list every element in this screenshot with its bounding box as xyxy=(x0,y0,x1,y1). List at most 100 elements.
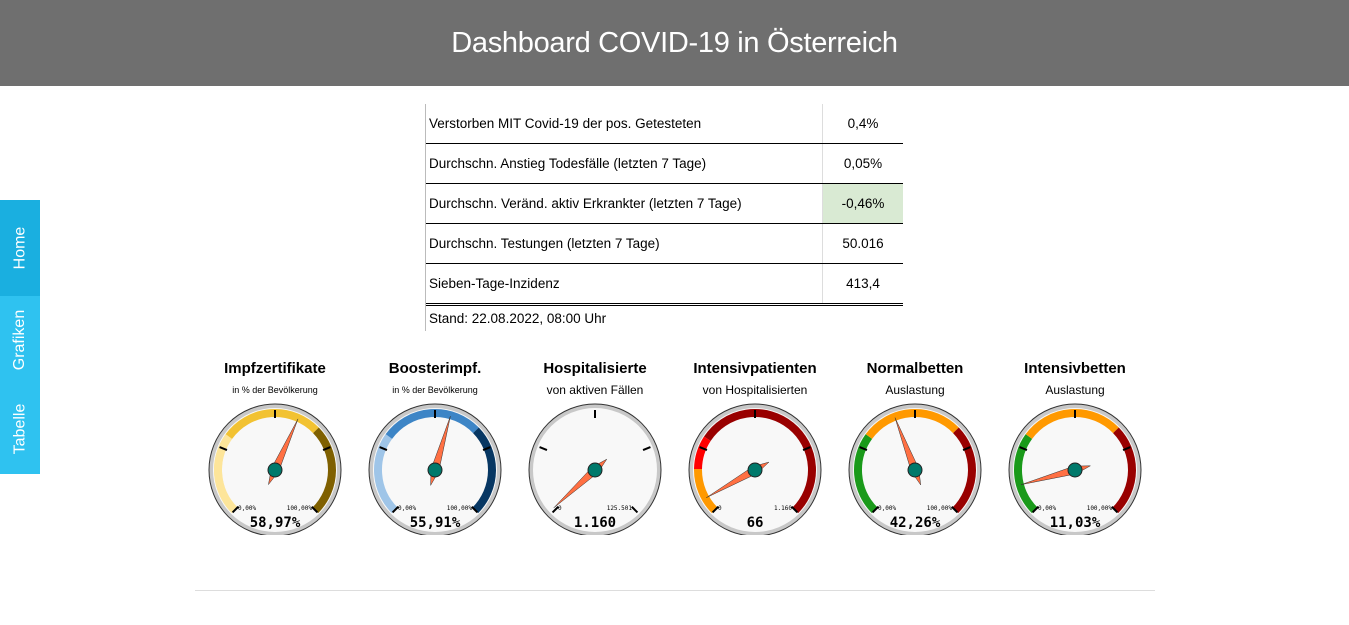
gauge-tick xyxy=(791,506,799,514)
table-row: Durchschn. Veränd. aktiv Erkrankter (let… xyxy=(426,184,903,224)
gauge-hospitalisierte: Hospitalisierte von aktiven Fällen 0 125.50… xyxy=(515,360,675,540)
gauge-band xyxy=(694,436,711,470)
gauge-tick xyxy=(1111,506,1119,514)
row-value: 0,05% xyxy=(822,144,903,183)
header: Dashboard COVID-19 in Österreich xyxy=(0,0,1349,86)
divider xyxy=(195,590,1155,591)
gauge-title: Normalbetten xyxy=(866,360,964,377)
gauge-tick xyxy=(482,446,491,452)
gauge-value: 55,91% xyxy=(410,515,461,531)
gauge-dial: 0 1.160 66 xyxy=(688,403,822,537)
gauge-tick xyxy=(1031,506,1039,514)
gauge-tick xyxy=(471,506,479,514)
gauge-max-label: 125.501 xyxy=(607,505,633,512)
gauge-max-label: 1.160 xyxy=(774,505,792,512)
gauge-dial: 0,00% 100,00% 11,03% xyxy=(1008,403,1142,537)
gauge-tick xyxy=(951,506,959,514)
gauge-value: 42,26% xyxy=(890,515,941,531)
gauge-tick xyxy=(322,446,331,452)
gauge-title: Intensivbetten xyxy=(1024,360,1126,377)
gauge-subtitle: Auslastung xyxy=(885,383,945,397)
gauge-title: Intensivpatienten xyxy=(693,360,817,377)
row-label: Durchschn. Veränd. aktiv Erkrankter (let… xyxy=(429,196,742,211)
gauge-band xyxy=(1025,409,1119,439)
gauge-tick xyxy=(802,446,811,452)
gauge-title: Hospitalisierte xyxy=(543,360,647,377)
table-row: Durchschn. Testungen (letzten 7 Tage) 50.… xyxy=(426,224,903,264)
table-row: Verstorben MIT Covid-19 der pos. Geteste… xyxy=(426,104,903,144)
gauge-title: Boosterimpf. xyxy=(388,360,482,377)
gauge-tick xyxy=(379,446,388,452)
gauge-band xyxy=(854,434,878,514)
row-label: Verstorben MIT Covid-19 der pos. Geteste… xyxy=(429,116,702,131)
stand-timestamp: Stand: 22.08.2022, 08:00 Uhr xyxy=(429,311,607,326)
gauge-tick xyxy=(391,506,399,514)
gauge-min-label: 0,00% xyxy=(1038,505,1056,512)
gauge-tick xyxy=(311,506,319,514)
gauge-max-label: 100,00% xyxy=(287,505,313,512)
gauge-tick xyxy=(219,446,228,452)
gauge-tick xyxy=(551,506,559,514)
row-value: 50.016 xyxy=(822,224,903,263)
gauge-band xyxy=(1112,427,1136,514)
gauge-tick xyxy=(711,506,719,514)
gauge-subtitle: von Hospitalisierten xyxy=(702,383,808,397)
gauge-subtitle: von aktiven Fällen xyxy=(546,383,644,397)
gauge-min-label: 0,00% xyxy=(878,505,896,512)
gauge-hub xyxy=(267,462,283,478)
gauge-tick xyxy=(871,506,879,514)
sidebar-item-label: Home xyxy=(11,226,28,270)
gauge-band xyxy=(865,409,959,439)
gauge-tick xyxy=(859,446,868,452)
gauge-normalbetten: Normalbetten Auslastung 0,00% 100,00% 42,26% xyxy=(835,360,995,540)
gauge-tick xyxy=(631,506,639,514)
gauge-dial: 0,00% 100,00% 58,97% xyxy=(208,403,342,537)
gauge-band xyxy=(214,434,238,514)
gauge-band xyxy=(385,409,479,439)
gauge-band xyxy=(374,434,398,514)
sidebar-item-tabelle[interactable]: Tabelle xyxy=(0,384,40,474)
gauge-band xyxy=(704,409,816,514)
row-label: Durchschn. Anstieg Todesfälle (letzten 7… xyxy=(429,156,707,171)
row-label: Sieben-Tage-Inzidenz xyxy=(429,276,560,291)
gauge-band xyxy=(472,427,496,514)
gauge-intensivbetten: Intensivbetten Auslastung 0,00% 100,00% 11,0… xyxy=(995,360,1155,540)
row-value: 0,4% xyxy=(822,104,903,143)
stats-table: Verstorben MIT Covid-19 der pos. Geteste… xyxy=(425,104,903,331)
sidebar-item-label: Tabelle xyxy=(11,403,29,455)
gauge-max-label: 100,00% xyxy=(1087,505,1113,512)
gauge-impfzertifikate: Impfzertifikate in % der Bevölkerung 0,00%… xyxy=(195,360,355,540)
gauge-tick xyxy=(642,446,651,452)
row-value: 413,4 xyxy=(822,264,903,303)
gauge-subtitle: in % der Bevölkerung xyxy=(232,385,318,395)
gauge-hub xyxy=(747,462,763,478)
gauge-max-label: 100,00% xyxy=(447,505,473,512)
gauge-hub xyxy=(1067,462,1083,478)
gauge-min-label: 0 xyxy=(718,505,722,512)
gauge-value: 11,03% xyxy=(1050,515,1101,531)
gauge-min-label: 0,00% xyxy=(238,505,256,512)
gauge-hub xyxy=(587,462,603,478)
gauge-band xyxy=(952,427,976,514)
gauge-band xyxy=(694,469,718,514)
gauge-tick xyxy=(231,506,239,514)
gauge-band xyxy=(312,427,336,514)
gauge-dial: 0,00% 100,00% 55,91% xyxy=(368,403,502,537)
gauge-value: 1.160 xyxy=(574,515,616,531)
table-row: Durchschn. Anstieg Todesfälle (letzten 7… xyxy=(426,144,903,184)
gauge-band xyxy=(225,409,319,439)
row-value: -0,46% xyxy=(822,184,903,223)
sidebar-item-grafiken[interactable]: Grafiken xyxy=(0,296,40,384)
sidebar-item-home[interactable]: Home xyxy=(0,200,40,296)
gauge-value: 58,97% xyxy=(250,515,301,531)
row-label: Durchschn. Testungen (letzten 7 Tage) xyxy=(429,236,660,251)
gauge-min-label: 0,00% xyxy=(398,505,416,512)
gauge-tick xyxy=(962,446,971,452)
gauge-dial: 0,00% 100,00% 42,26% xyxy=(848,403,982,537)
gauge-subtitle: in % der Bevölkerung xyxy=(392,385,478,395)
gauge-value: 66 xyxy=(747,515,764,531)
table-row: Sieben-Tage-Inzidenz 413,4 xyxy=(426,264,903,306)
gauge-band xyxy=(1014,434,1038,514)
gauge-tick xyxy=(699,446,708,452)
gauge-hub xyxy=(427,462,443,478)
